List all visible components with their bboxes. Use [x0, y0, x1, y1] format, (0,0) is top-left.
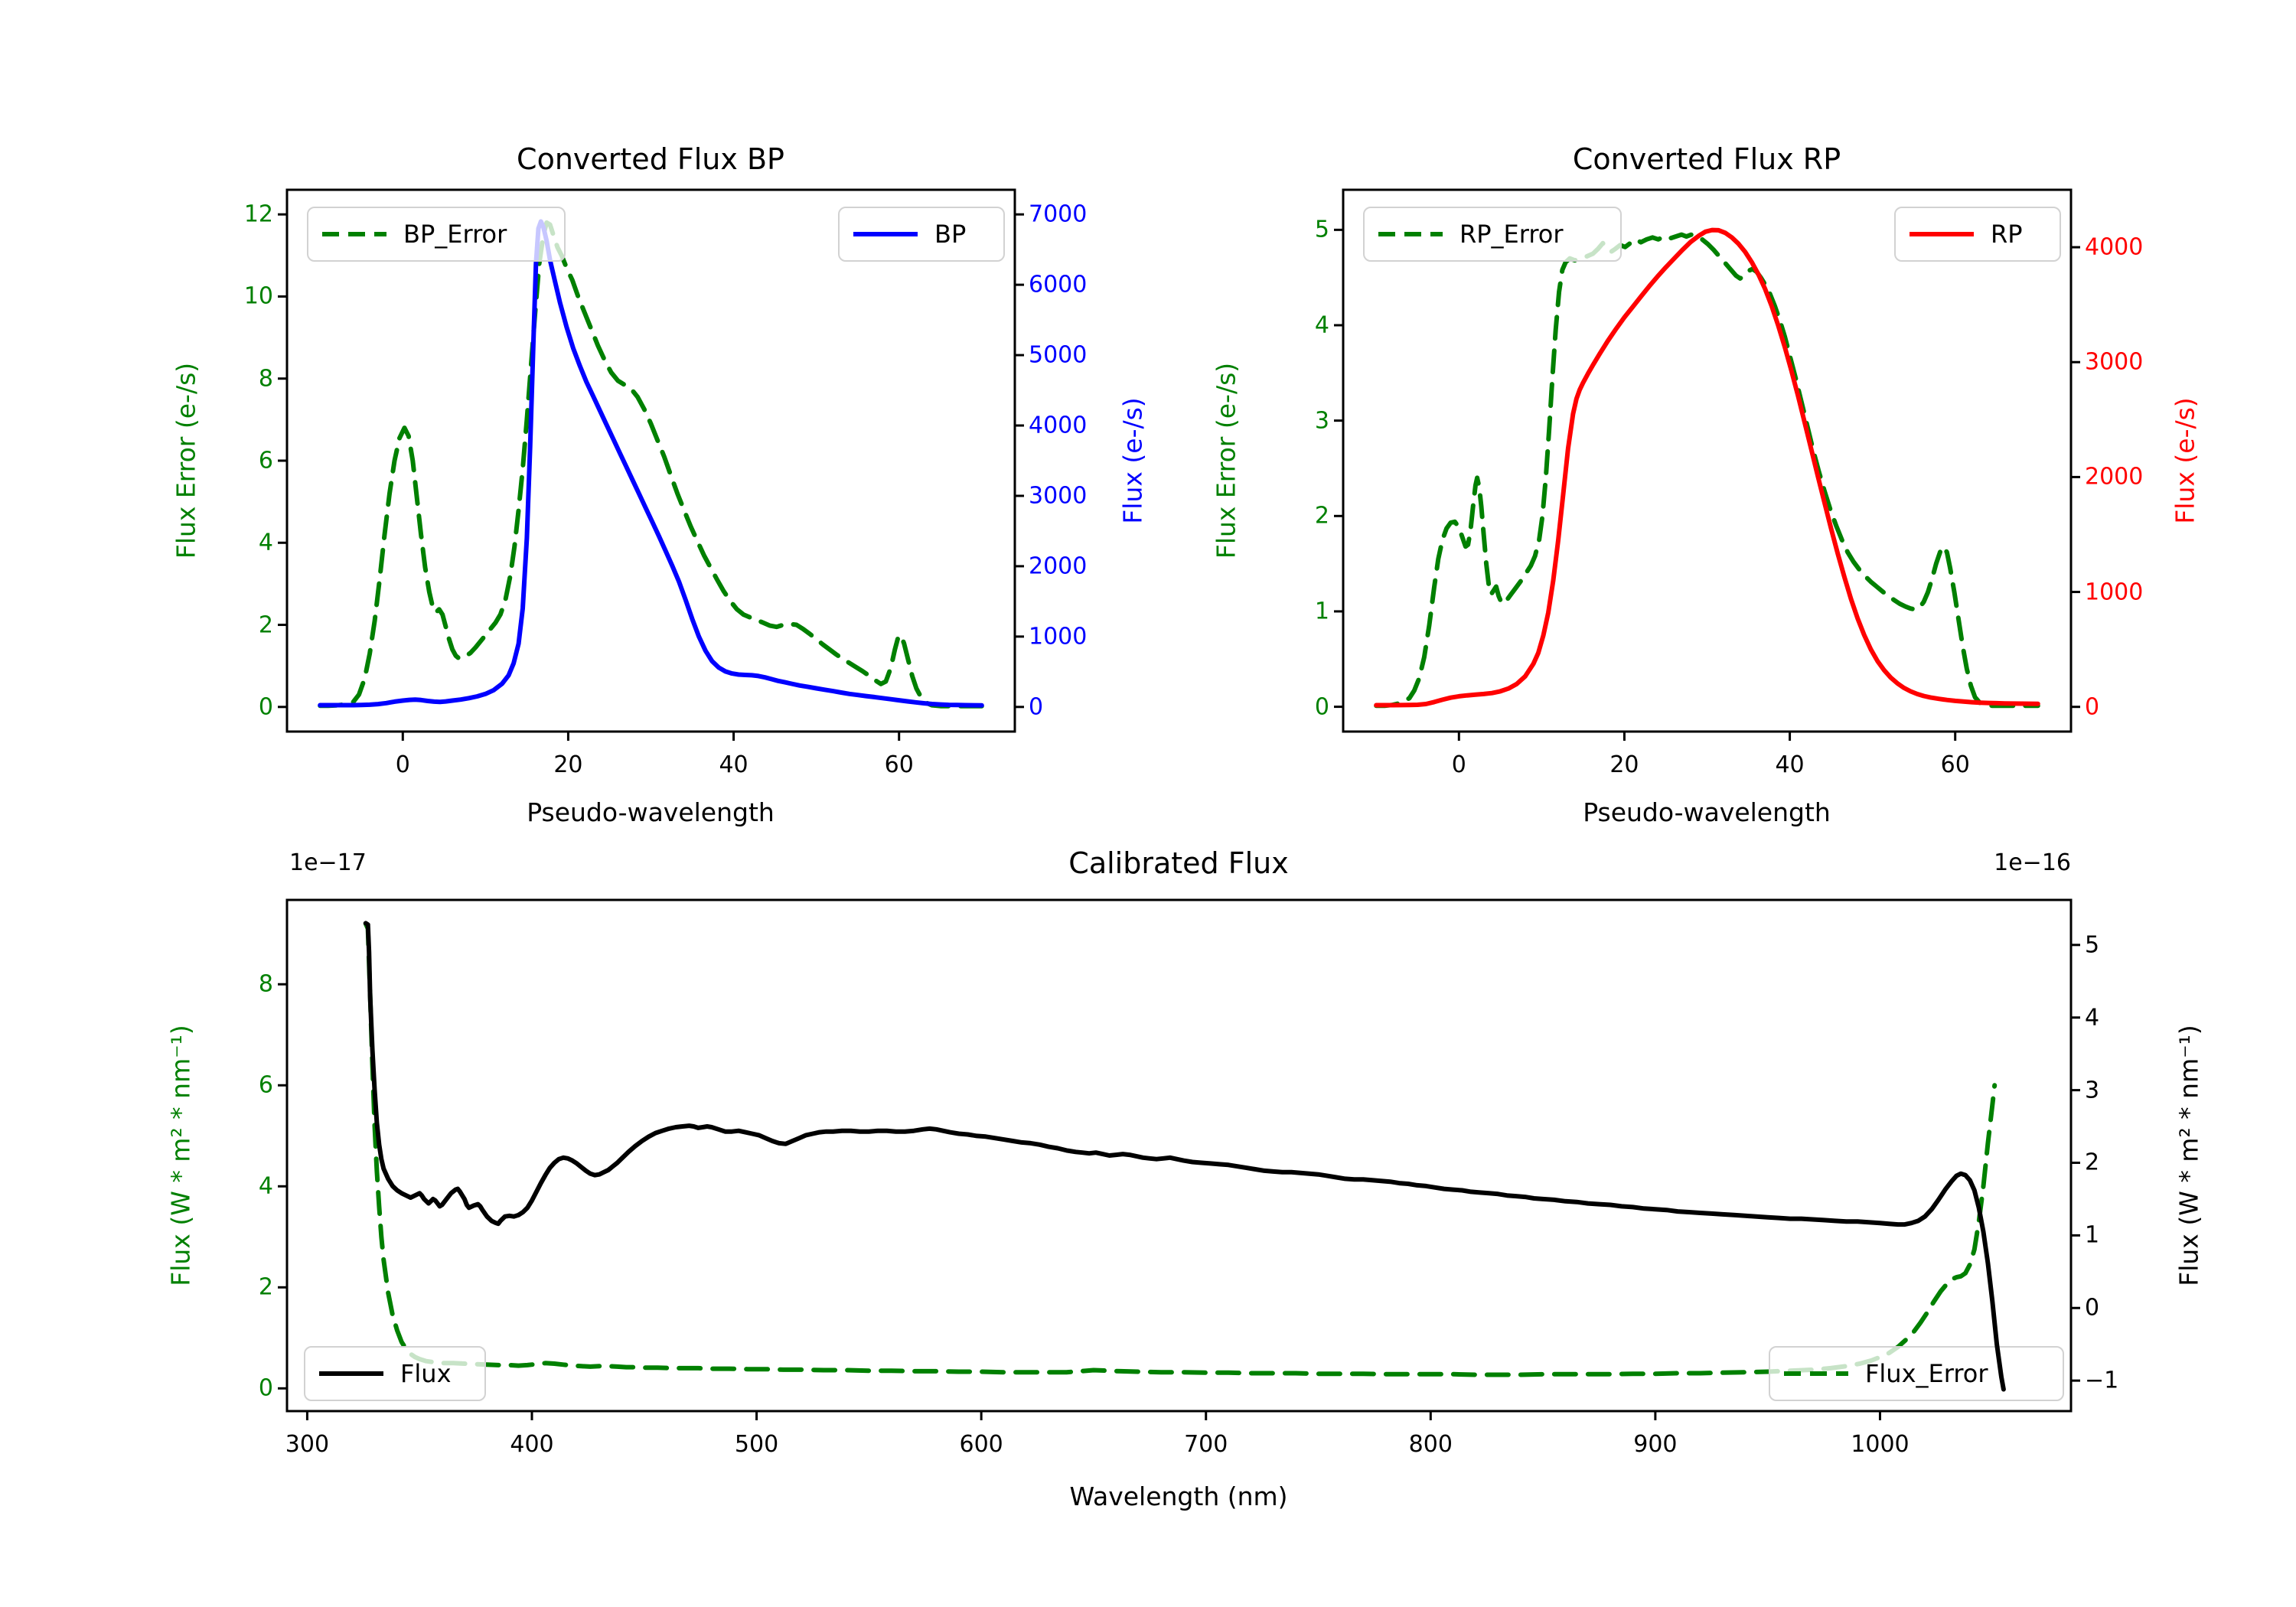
- tick-label: 40: [719, 751, 748, 778]
- tick-label: 1000: [2085, 579, 2144, 606]
- tick-label: 8: [258, 970, 273, 998]
- tick-label: 20: [1609, 751, 1639, 778]
- tick-label: 40: [1775, 751, 1805, 778]
- legend-line-dashed-green-icon: [1784, 1371, 1848, 1376]
- tick-label: 600: [959, 1431, 1003, 1458]
- tick-label: 1000: [1851, 1431, 1910, 1458]
- legend-label-bp-error: BP_Error: [403, 220, 507, 249]
- tick-label: 1000: [1029, 623, 1088, 650]
- legend-label-flux-error: Flux_Error: [1865, 1359, 1988, 1388]
- tick-label: 0: [395, 751, 410, 778]
- yaxis-label-rp-error: Flux Error (e-/s): [1211, 362, 1241, 559]
- tick-label: 2: [1314, 502, 1329, 530]
- legend-flux: Flux: [304, 1346, 486, 1401]
- tick-label: 1: [1314, 598, 1329, 625]
- tick-label: 4000: [1029, 412, 1088, 439]
- tick-label: 3000: [2085, 348, 2144, 376]
- legend-label-bp: BP: [934, 220, 967, 249]
- subplot-converted-flux-bp: BP_Error BP 0 20 40 60 0 2 4 6 8 10 12 0 1000 2000 300…: [244, 188, 1087, 778]
- subplot-converted-flux-rp: RP_Error RP 0 20 40 60 0 1 2 3 4 5 0 1000 2000 3000 40…: [1315, 188, 2143, 778]
- legend-label-rp: RP: [1991, 220, 2023, 249]
- tick-label: 0: [258, 1374, 273, 1402]
- tick-label: 300: [285, 1431, 330, 1458]
- tick-label: 4: [258, 1172, 273, 1200]
- tick-label: 60: [1940, 751, 1970, 778]
- tick-label: 2000: [1029, 553, 1088, 580]
- tick-label: 4: [1314, 311, 1329, 339]
- legend-label-rp-error: RP_Error: [1459, 220, 1564, 249]
- tick-label: 2000: [2085, 463, 2144, 491]
- tick-label: 5000: [1029, 341, 1088, 369]
- yaxis-label-cal-flux: Flux (W * m² * nm⁻¹): [2174, 1025, 2204, 1286]
- legend-flux-error: Flux_Error: [1769, 1346, 2064, 1401]
- legend-line-solid-red-icon: [1910, 232, 1974, 236]
- tick-label: 3: [2085, 1077, 2100, 1104]
- tick-label: 6: [258, 447, 273, 474]
- tick-label: 0: [258, 693, 273, 721]
- tick-label: 5: [2085, 931, 2100, 959]
- yaxis-label-bp-error: Flux Error (e-/s): [171, 362, 201, 559]
- tick-label: 12: [243, 200, 273, 228]
- offset-text-1e-16: 1e−16: [1994, 849, 2071, 876]
- legend-line-dashed-green-icon: [322, 232, 386, 236]
- tick-label: 2: [258, 611, 273, 639]
- subplot-calibrated-flux: Flux Flux_Error 300 400 500 600 700 800 900 100…: [259, 898, 2118, 1458]
- tick-label: 5: [1314, 216, 1329, 243]
- legend-line-solid-blue-icon: [853, 232, 918, 236]
- legend-line-dashed-green-icon: [1378, 232, 1443, 236]
- tick-label: 900: [1633, 1431, 1678, 1458]
- xaxis-label-rp: Pseudo-wavelength: [1583, 797, 1831, 827]
- title-converted-flux-bp: Converted Flux BP: [517, 142, 784, 176]
- tick-label: 400: [510, 1431, 554, 1458]
- title-converted-flux-rp: Converted Flux RP: [1572, 142, 1841, 176]
- tick-label: 7000: [1029, 200, 1088, 228]
- tick-label: 6000: [1029, 271, 1088, 298]
- legend-bp-error: BP_Error: [307, 207, 566, 262]
- tick-label: 20: [553, 751, 583, 778]
- tick-label: 0: [1314, 693, 1329, 721]
- offset-text-1e-17: 1e−17: [289, 849, 367, 876]
- title-calibrated-flux: Calibrated Flux: [1068, 846, 1289, 880]
- tick-label: 4: [2085, 1004, 2100, 1032]
- legend-line-solid-black-icon: [319, 1371, 383, 1376]
- legend-bp: BP: [838, 207, 1005, 262]
- tick-label: 4000: [2085, 233, 2144, 261]
- tick-label: 3000: [1029, 482, 1088, 510]
- tick-label: −1: [2085, 1367, 2119, 1394]
- xaxis-label-bp: Pseudo-wavelength: [527, 797, 775, 827]
- yaxis-label-bp-flux: Flux (e-/s): [1117, 397, 1148, 524]
- tick-label: 0: [2085, 693, 2100, 721]
- tick-label: 8: [258, 365, 273, 393]
- tick-label: 700: [1184, 1431, 1228, 1458]
- tick-label: 4: [258, 529, 273, 556]
- tick-label: 60: [884, 751, 914, 778]
- legend-rp-error: RP_Error: [1363, 207, 1622, 262]
- tick-label: 1: [2085, 1221, 2100, 1249]
- tick-label: 800: [1408, 1431, 1453, 1458]
- xaxis-label-wavelength: Wavelength (nm): [1069, 1482, 1288, 1511]
- tick-label: 2: [2085, 1149, 2100, 1176]
- tick-label: 6: [258, 1071, 273, 1099]
- tick-label: 0: [1029, 693, 1044, 721]
- tick-label: 0: [1451, 751, 1466, 778]
- legend-rp: RP: [1894, 207, 2061, 262]
- yaxis-label-cal-error: Flux (W * m² * nm⁻¹): [165, 1025, 196, 1286]
- tick-label: 10: [243, 282, 273, 310]
- legend-label-flux: Flux: [400, 1359, 452, 1388]
- tick-label: 500: [734, 1431, 779, 1458]
- tick-label: 2: [258, 1273, 273, 1301]
- tick-label: 0: [2085, 1294, 2100, 1322]
- yaxis-label-rp-flux: Flux (e-/s): [2170, 397, 2200, 524]
- tick-label: 3: [1314, 407, 1329, 435]
